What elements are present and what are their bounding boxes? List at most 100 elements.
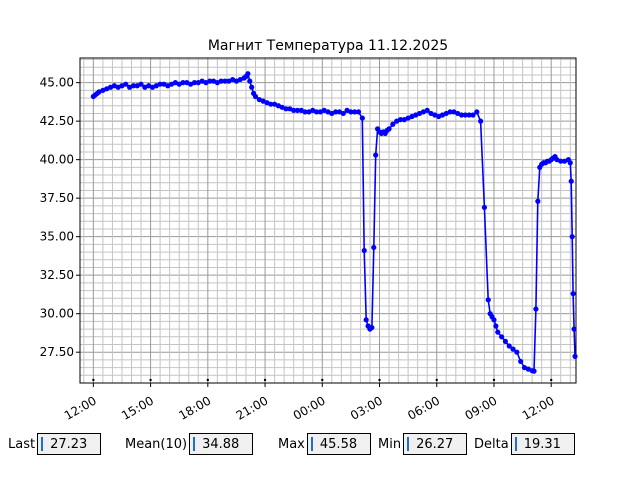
data-point: [571, 326, 577, 332]
data-point: [447, 109, 453, 115]
data-point: [572, 353, 578, 359]
x-tick-marker: [492, 378, 496, 382]
data-point: [359, 115, 365, 121]
stat-delta-value: 19.31: [523, 436, 561, 452]
data-point: [138, 81, 144, 87]
data-point: [470, 112, 476, 118]
data-point: [268, 101, 274, 107]
data-point: [510, 346, 516, 352]
data-point: [390, 121, 396, 127]
stat-min: Min 26.27: [378, 432, 468, 456]
data-point: [397, 117, 404, 123]
text-cursor: [41, 437, 44, 451]
data-point: [333, 109, 339, 115]
stat-max: Max 45.58: [278, 432, 371, 456]
x-tick-label: 03:00: [348, 393, 385, 422]
data-point: [493, 323, 499, 329]
data-point: [485, 297, 491, 303]
data-point: [249, 84, 255, 90]
data-point: [222, 78, 228, 84]
stat-delta-field[interactable]: 19.31: [510, 433, 575, 455]
y-tick-label: 45.00: [40, 76, 74, 90]
x-tick-marker: [321, 378, 324, 382]
x-tick-marker: [378, 378, 381, 382]
x-tick-label: 12:00: [520, 393, 557, 422]
data-point: [531, 368, 537, 374]
stat-max-value: 45.58: [319, 436, 358, 452]
text-cursor: [193, 437, 196, 451]
text-cursor: [514, 437, 517, 451]
data-point: [180, 80, 186, 86]
stat-mean-field[interactable]: 34.88: [189, 433, 254, 455]
y-tick-label: 37.50: [40, 191, 74, 205]
data-point: [481, 204, 488, 211]
y-tick-label: 35.00: [40, 230, 74, 244]
data-point: [458, 112, 465, 118]
data-point: [355, 109, 362, 115]
data-point: [245, 71, 251, 77]
x-tick-marker: [435, 378, 438, 382]
stat-delta: Delta 19.31: [474, 432, 575, 456]
stat-mean-label: Mean(10): [125, 436, 188, 452]
data-point: [352, 109, 358, 115]
data-point: [424, 107, 430, 113]
stat-max-field[interactable]: 45.58: [306, 433, 371, 455]
x-tick-marker: [149, 378, 152, 382]
stat-max-label: Max: [278, 436, 305, 452]
data-point: [130, 83, 137, 89]
text-cursor: [407, 437, 410, 451]
x-tick-label: 18:00: [176, 393, 213, 422]
plot-frame: [79, 57, 577, 384]
chart-title: Магнит Температура 11.12.2025: [208, 38, 448, 54]
x-tick-marker: [550, 378, 553, 382]
x-tick-label: 06:00: [405, 393, 442, 422]
data-point: [466, 112, 472, 118]
x-tick-label: 00:00: [291, 393, 328, 422]
x-tick-label: 09:00: [463, 393, 500, 422]
data-point: [348, 109, 354, 115]
x-tick-label: 12:00: [62, 393, 99, 422]
data-point: [207, 78, 213, 84]
data-point: [535, 198, 541, 204]
data-point: [567, 160, 573, 166]
x-tick-label: 21:00: [234, 393, 271, 422]
series-line: [92, 71, 576, 373]
stat-min-value: 26.27: [416, 436, 454, 452]
stat-min-field[interactable]: 26.27: [403, 433, 468, 455]
data-point: [499, 334, 505, 340]
data-point: [302, 109, 308, 115]
y-tick-label: 27.50: [40, 345, 74, 359]
stat-last-value: 27.23: [50, 436, 88, 452]
data-point: [294, 107, 301, 113]
x-tick-marker: [92, 378, 95, 382]
y-tick-label: 40.00: [40, 153, 74, 167]
stat-delta-label: Delta: [474, 436, 509, 452]
data-point: [123, 81, 129, 87]
data-point: [283, 106, 289, 112]
data-point: [569, 234, 575, 240]
stat-mean: Mean(10) 34.88: [125, 432, 254, 456]
data-point: [495, 329, 501, 335]
text-cursor: [310, 437, 313, 451]
data-point: [491, 317, 497, 323]
data-point: [568, 178, 574, 184]
x-tick-marker: [206, 378, 210, 382]
data-point: [340, 110, 346, 117]
data-point: [474, 109, 480, 115]
stat-mean-value: 34.88: [202, 436, 240, 452]
data-point: [502, 338, 509, 345]
stat-min-label: Min: [378, 436, 402, 452]
data-point: [247, 78, 253, 84]
data-point: [462, 112, 468, 118]
data-point: [533, 306, 539, 312]
data-point: [252, 93, 259, 100]
data-point: [478, 118, 484, 124]
data-point: [157, 81, 163, 87]
data-point: [361, 247, 367, 254]
data-point: [218, 78, 224, 84]
data-point: [191, 80, 198, 86]
data-point: [291, 107, 297, 113]
stat-last-field[interactable]: 27.23: [37, 433, 102, 455]
data-point: [313, 109, 320, 115]
data-point: [506, 343, 512, 349]
